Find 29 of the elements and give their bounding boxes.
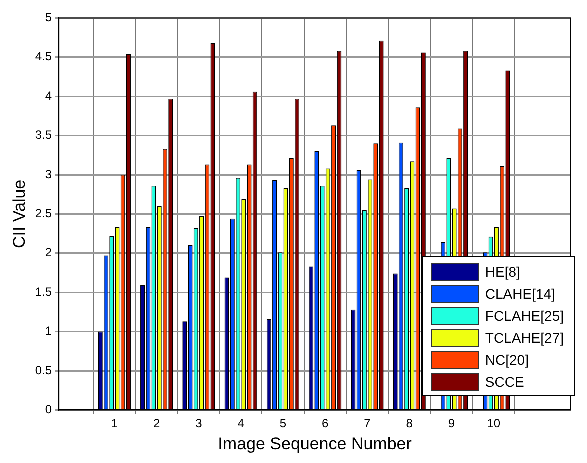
y-tick-label: 0.5 <box>35 363 52 378</box>
y-tick-label: 5 <box>45 10 52 25</box>
x-tick-label: 7 <box>364 416 372 431</box>
x-tick-label: 1 <box>111 416 118 431</box>
y-tick-label: 1 <box>45 324 52 338</box>
y-tick-label: 2 <box>45 246 52 260</box>
legend-label: SCCE <box>485 374 524 390</box>
x-tick-label: 9 <box>448 416 456 431</box>
y-axis-title: CII Value <box>10 180 29 249</box>
y-tick-label: 0 <box>45 402 52 417</box>
x-tick-label: 3 <box>196 416 203 431</box>
y-tick-label: 4 <box>45 88 52 103</box>
legend-label: CLAHE[14] <box>485 286 556 302</box>
x-tick-label: 2 <box>153 416 160 431</box>
legend-label: TCLAHE[27] <box>485 330 564 346</box>
legend-label: HE[8] <box>485 264 520 280</box>
x-tick-label: 4 <box>238 416 245 431</box>
y-tick-label: 4.5 <box>35 50 52 64</box>
y-tick-label: 3.5 <box>35 128 52 142</box>
y-tick-label: 2.5 <box>35 206 52 221</box>
x-tick-label: 10 <box>487 416 501 431</box>
x-tick-label: 5 <box>280 416 287 431</box>
x-tick-label: 6 <box>322 416 330 431</box>
legend-label: FCLAHE[25] <box>485 308 564 324</box>
y-tick-label: 3 <box>45 167 52 182</box>
legend-label: NC[20] <box>485 352 529 368</box>
x-tick-label: 8 <box>406 416 414 431</box>
y-tick-label: 1.5 <box>35 284 52 299</box>
x-axis-title: Image Sequence Number <box>218 434 412 454</box>
